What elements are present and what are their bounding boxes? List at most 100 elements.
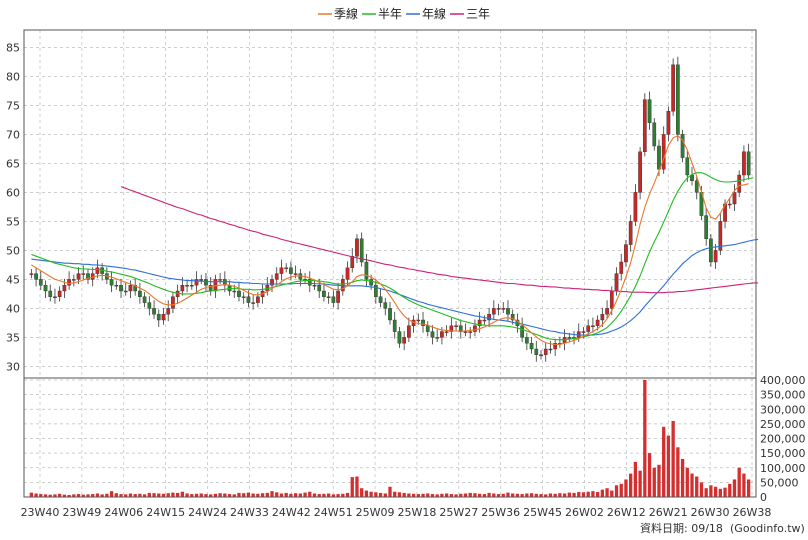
volume-bar bbox=[695, 476, 699, 497]
candle-body bbox=[373, 285, 378, 298]
volume-bar bbox=[496, 494, 501, 497]
legend-label-half: 半年 bbox=[378, 7, 402, 21]
volume-bar bbox=[591, 491, 595, 497]
volume-bar bbox=[227, 494, 232, 497]
candle-body bbox=[307, 279, 312, 286]
candle-body bbox=[454, 325, 458, 327]
volume-bar bbox=[171, 492, 175, 497]
volume-bar bbox=[142, 494, 147, 497]
candle-body bbox=[633, 192, 638, 222]
candle-body bbox=[48, 290, 53, 298]
candle-body bbox=[241, 296, 246, 298]
volume-bar bbox=[345, 492, 350, 497]
x-tick-label: 25W18 bbox=[398, 506, 437, 519]
volume-bar bbox=[336, 494, 340, 497]
candle-body bbox=[331, 296, 336, 303]
candle-body bbox=[369, 279, 373, 286]
candle-body bbox=[76, 273, 81, 280]
price-tick-label: 40 bbox=[6, 302, 20, 315]
volume-bar bbox=[209, 494, 213, 497]
volume-bar bbox=[246, 492, 251, 497]
candle-body bbox=[232, 290, 237, 293]
volume-bar bbox=[501, 493, 505, 497]
candle-body bbox=[562, 337, 567, 344]
x-tick-label: 26W02 bbox=[565, 506, 604, 519]
volume-bar bbox=[511, 493, 515, 497]
volume-bar bbox=[58, 493, 62, 497]
candle-body bbox=[227, 285, 232, 292]
candle-body bbox=[440, 331, 444, 338]
volume-bar bbox=[175, 492, 180, 497]
volume-bar bbox=[539, 494, 543, 497]
volume-bar bbox=[728, 483, 732, 497]
candle-body bbox=[661, 134, 666, 170]
volume-tick-label: 350,000 bbox=[760, 389, 806, 402]
volume-bar bbox=[680, 458, 685, 497]
volume-bar bbox=[690, 473, 694, 497]
volume-bar bbox=[43, 494, 48, 497]
candle-body bbox=[638, 151, 642, 193]
candle-body bbox=[86, 273, 90, 280]
volume-bar bbox=[605, 488, 609, 497]
price-axis-ticks: 30 35 40 45 50 55 60 65 70 75 80 85 bbox=[6, 41, 20, 373]
candle-body bbox=[539, 354, 543, 356]
candle-body bbox=[270, 279, 274, 286]
candle-body bbox=[185, 285, 189, 287]
candle-body bbox=[322, 290, 326, 298]
footer-source: (Goodinfo.tw) bbox=[730, 522, 805, 535]
candle-body bbox=[458, 325, 463, 332]
candle-body bbox=[71, 279, 76, 281]
volume-bar bbox=[293, 493, 298, 497]
volume-bar bbox=[185, 493, 189, 497]
x-axis-ticks: 23W40 23W49 24W06 24W15 24W24 24W33 24W42 24W51… bbox=[21, 506, 772, 519]
candle-body bbox=[109, 279, 114, 286]
x-tick-label: 23W49 bbox=[62, 506, 101, 519]
volume-bar bbox=[459, 493, 463, 497]
volume-bar bbox=[482, 494, 487, 497]
candle-body bbox=[619, 261, 624, 274]
legend-label-3year: 三年 bbox=[466, 7, 490, 21]
volume-bar bbox=[567, 492, 571, 497]
volume-bar bbox=[350, 477, 354, 497]
volume-bar bbox=[279, 493, 284, 497]
plot-border bbox=[23, 29, 757, 498]
x-tick-label: 25W45 bbox=[523, 506, 562, 519]
legend-label-quarter: 季線 bbox=[334, 6, 358, 21]
ma-year-line bbox=[31, 238, 759, 336]
volume-bar bbox=[81, 494, 85, 497]
volume-bars bbox=[29, 380, 751, 497]
volume-bar bbox=[463, 493, 468, 497]
candle-body bbox=[529, 343, 534, 350]
candle-body bbox=[676, 64, 680, 135]
volume-bar bbox=[95, 493, 100, 497]
volume-bar bbox=[454, 494, 458, 497]
volume-bar bbox=[600, 489, 605, 497]
volume-bar bbox=[232, 494, 236, 497]
volume-bar bbox=[317, 494, 321, 497]
volume-bar bbox=[515, 493, 520, 497]
volume-bar bbox=[638, 470, 642, 497]
price-tick-label: 45 bbox=[6, 273, 20, 286]
volume-bar bbox=[109, 491, 114, 497]
candle-body bbox=[435, 337, 440, 339]
volume-bar bbox=[619, 483, 623, 497]
volume-bar bbox=[147, 492, 151, 497]
volume-bar bbox=[657, 464, 661, 497]
volume-tick-label: 200,000 bbox=[760, 433, 806, 446]
candle-body bbox=[279, 267, 284, 274]
candle-body bbox=[567, 337, 572, 339]
volume-bar bbox=[237, 492, 241, 497]
candle-body bbox=[591, 325, 595, 327]
candlesticks bbox=[29, 56, 751, 362]
volume-bar bbox=[180, 491, 185, 497]
volume-bar bbox=[303, 492, 307, 497]
candle-body bbox=[171, 296, 175, 309]
candle-body bbox=[392, 319, 397, 332]
volume-bar bbox=[289, 493, 293, 497]
volume-bar bbox=[558, 493, 562, 497]
candle-body bbox=[595, 319, 600, 327]
candle-body bbox=[350, 256, 355, 269]
